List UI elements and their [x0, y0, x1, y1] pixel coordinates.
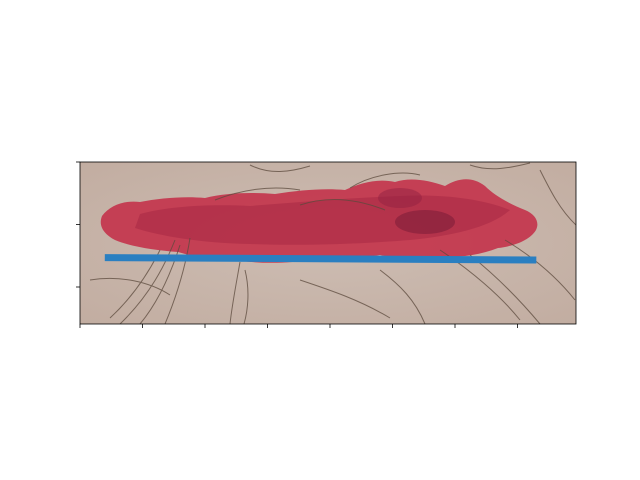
series-line: [104, 254, 537, 264]
wound-dark-spot: [378, 188, 422, 208]
x-axis: [79, 324, 518, 328]
y-axis: [76, 161, 80, 288]
wound-photo: [80, 162, 576, 324]
axes-frame: [79, 161, 577, 325]
wound-dark-spot: [395, 210, 455, 234]
